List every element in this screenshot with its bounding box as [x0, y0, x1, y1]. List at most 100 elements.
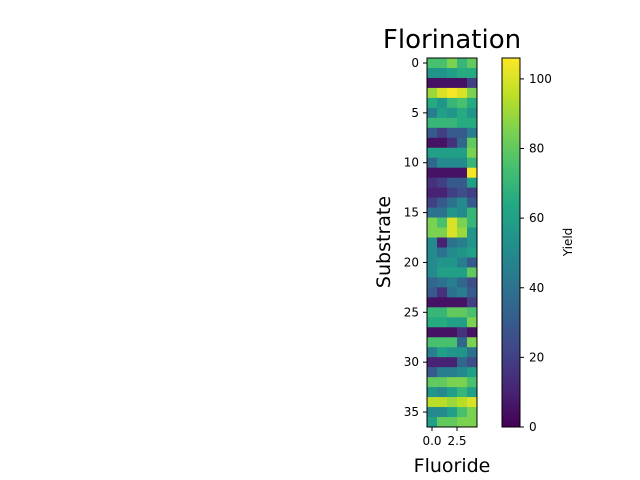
heatmap-cell — [457, 317, 468, 328]
heatmap-cell — [457, 397, 468, 408]
heatmap-cell — [447, 257, 458, 268]
heatmap-cell — [437, 337, 448, 348]
colorbar-tick-label: 80 — [529, 142, 544, 156]
heatmap-cell — [447, 167, 458, 179]
heatmap-cell — [457, 137, 468, 149]
heatmap-cell — [467, 58, 478, 69]
heatmap-cell — [447, 367, 458, 378]
heatmap-cell — [467, 417, 478, 428]
heatmap-cell — [427, 377, 438, 388]
y-tick-label: 20 — [404, 255, 419, 269]
heatmap-cell — [437, 377, 448, 388]
heatmap-cell — [427, 167, 438, 179]
heatmap-cell — [457, 417, 468, 428]
heatmap-cell — [447, 117, 458, 129]
heatmap-cell — [437, 417, 448, 428]
heatmap-cell — [427, 77, 438, 89]
heatmap-cell — [437, 367, 448, 378]
heatmap-cell — [457, 267, 468, 278]
heatmap-cell — [467, 337, 478, 348]
heatmap-cell — [437, 317, 448, 328]
heatmap-cell — [457, 147, 468, 159]
heatmap-cell — [457, 227, 468, 238]
colorbar-tick-label: 100 — [529, 72, 552, 86]
heatmap-cell — [437, 297, 448, 308]
heatmap-cell — [467, 77, 478, 89]
heatmap-cell — [457, 377, 468, 388]
heatmap-cell — [447, 277, 458, 288]
heatmap-cell — [437, 257, 448, 268]
heatmap-cell — [437, 117, 448, 129]
heatmap-cell — [437, 177, 448, 189]
heatmap-cell — [427, 97, 438, 109]
heatmap-cell — [457, 87, 468, 99]
heatmap-cell — [457, 257, 468, 268]
heatmap-cell — [427, 217, 438, 228]
heatmap-cell — [427, 357, 438, 368]
heatmap-cell — [437, 107, 448, 119]
heatmap-cell — [437, 307, 448, 318]
heatmap-cell — [467, 287, 478, 298]
heatmap-cell — [447, 58, 458, 69]
heatmap-cell — [457, 157, 468, 169]
heatmap-cell — [457, 167, 468, 179]
heatmap-cell — [447, 177, 458, 189]
heatmap-cell — [437, 147, 448, 159]
heatmap-cell — [467, 397, 478, 408]
heatmap-cell — [447, 127, 458, 139]
heatmap-cell — [427, 407, 438, 418]
heatmap-cell — [427, 247, 438, 258]
heatmap-cell — [447, 387, 458, 398]
heatmap-cell — [467, 207, 478, 218]
colorbar-label: Yield — [561, 228, 575, 258]
heatmap-cell — [447, 377, 458, 388]
heatmap-cell — [467, 187, 478, 199]
heatmap-cell — [427, 107, 438, 119]
x-axis: 0.0 2.5 — [422, 427, 467, 448]
heatmap-cell — [427, 277, 438, 288]
heatmap-cell — [437, 197, 448, 208]
heatmap-cell — [437, 397, 448, 408]
heatmap-cell — [447, 197, 458, 208]
heatmap-cells — [427, 58, 478, 428]
heatmap-cell — [427, 87, 438, 99]
heatmap-cell — [437, 247, 448, 258]
heatmap-cell — [467, 97, 478, 109]
heatmap-cell — [447, 407, 458, 418]
heatmap-cell — [467, 107, 478, 119]
heatmap-cell — [427, 397, 438, 408]
heatmap-cell — [447, 347, 458, 358]
heatmap-cell — [457, 97, 468, 109]
heatmap-cell — [437, 237, 448, 248]
heatmap-cell — [467, 317, 478, 328]
heatmap-cell — [467, 407, 478, 418]
heatmap-cell — [467, 297, 478, 308]
heatmap-cell — [427, 367, 438, 378]
heatmap-cell — [427, 337, 438, 348]
heatmap-cell — [427, 157, 438, 169]
heatmap-cell — [437, 87, 448, 99]
y-tick-label: 30 — [404, 355, 419, 369]
heatmap-cell — [467, 217, 478, 228]
heatmap-cell — [467, 237, 478, 248]
heatmap-cell — [427, 417, 438, 428]
y-axis: 0 5 10 15 20 25 30 35 — [404, 56, 427, 419]
heatmap-cell — [427, 67, 438, 79]
heatmap-cell — [437, 327, 448, 338]
heatmap-cell — [447, 357, 458, 368]
heatmap-cell — [447, 67, 458, 79]
heatmap-cell — [427, 127, 438, 139]
heatmap-cell — [467, 127, 478, 139]
heatmap-cell — [457, 247, 468, 258]
heatmap-cell — [427, 177, 438, 189]
heatmap-cell — [467, 387, 478, 398]
heatmap-cell — [467, 137, 478, 149]
heatmap-cell — [457, 287, 468, 298]
heatmap-cell — [467, 197, 478, 208]
heatmap-cell — [467, 247, 478, 258]
heatmap-cell — [457, 207, 468, 218]
heatmap-cell — [427, 197, 438, 208]
heatmap-cell — [437, 137, 448, 149]
y-tick-label: 0 — [411, 56, 419, 70]
heatmap-cell — [457, 277, 468, 288]
